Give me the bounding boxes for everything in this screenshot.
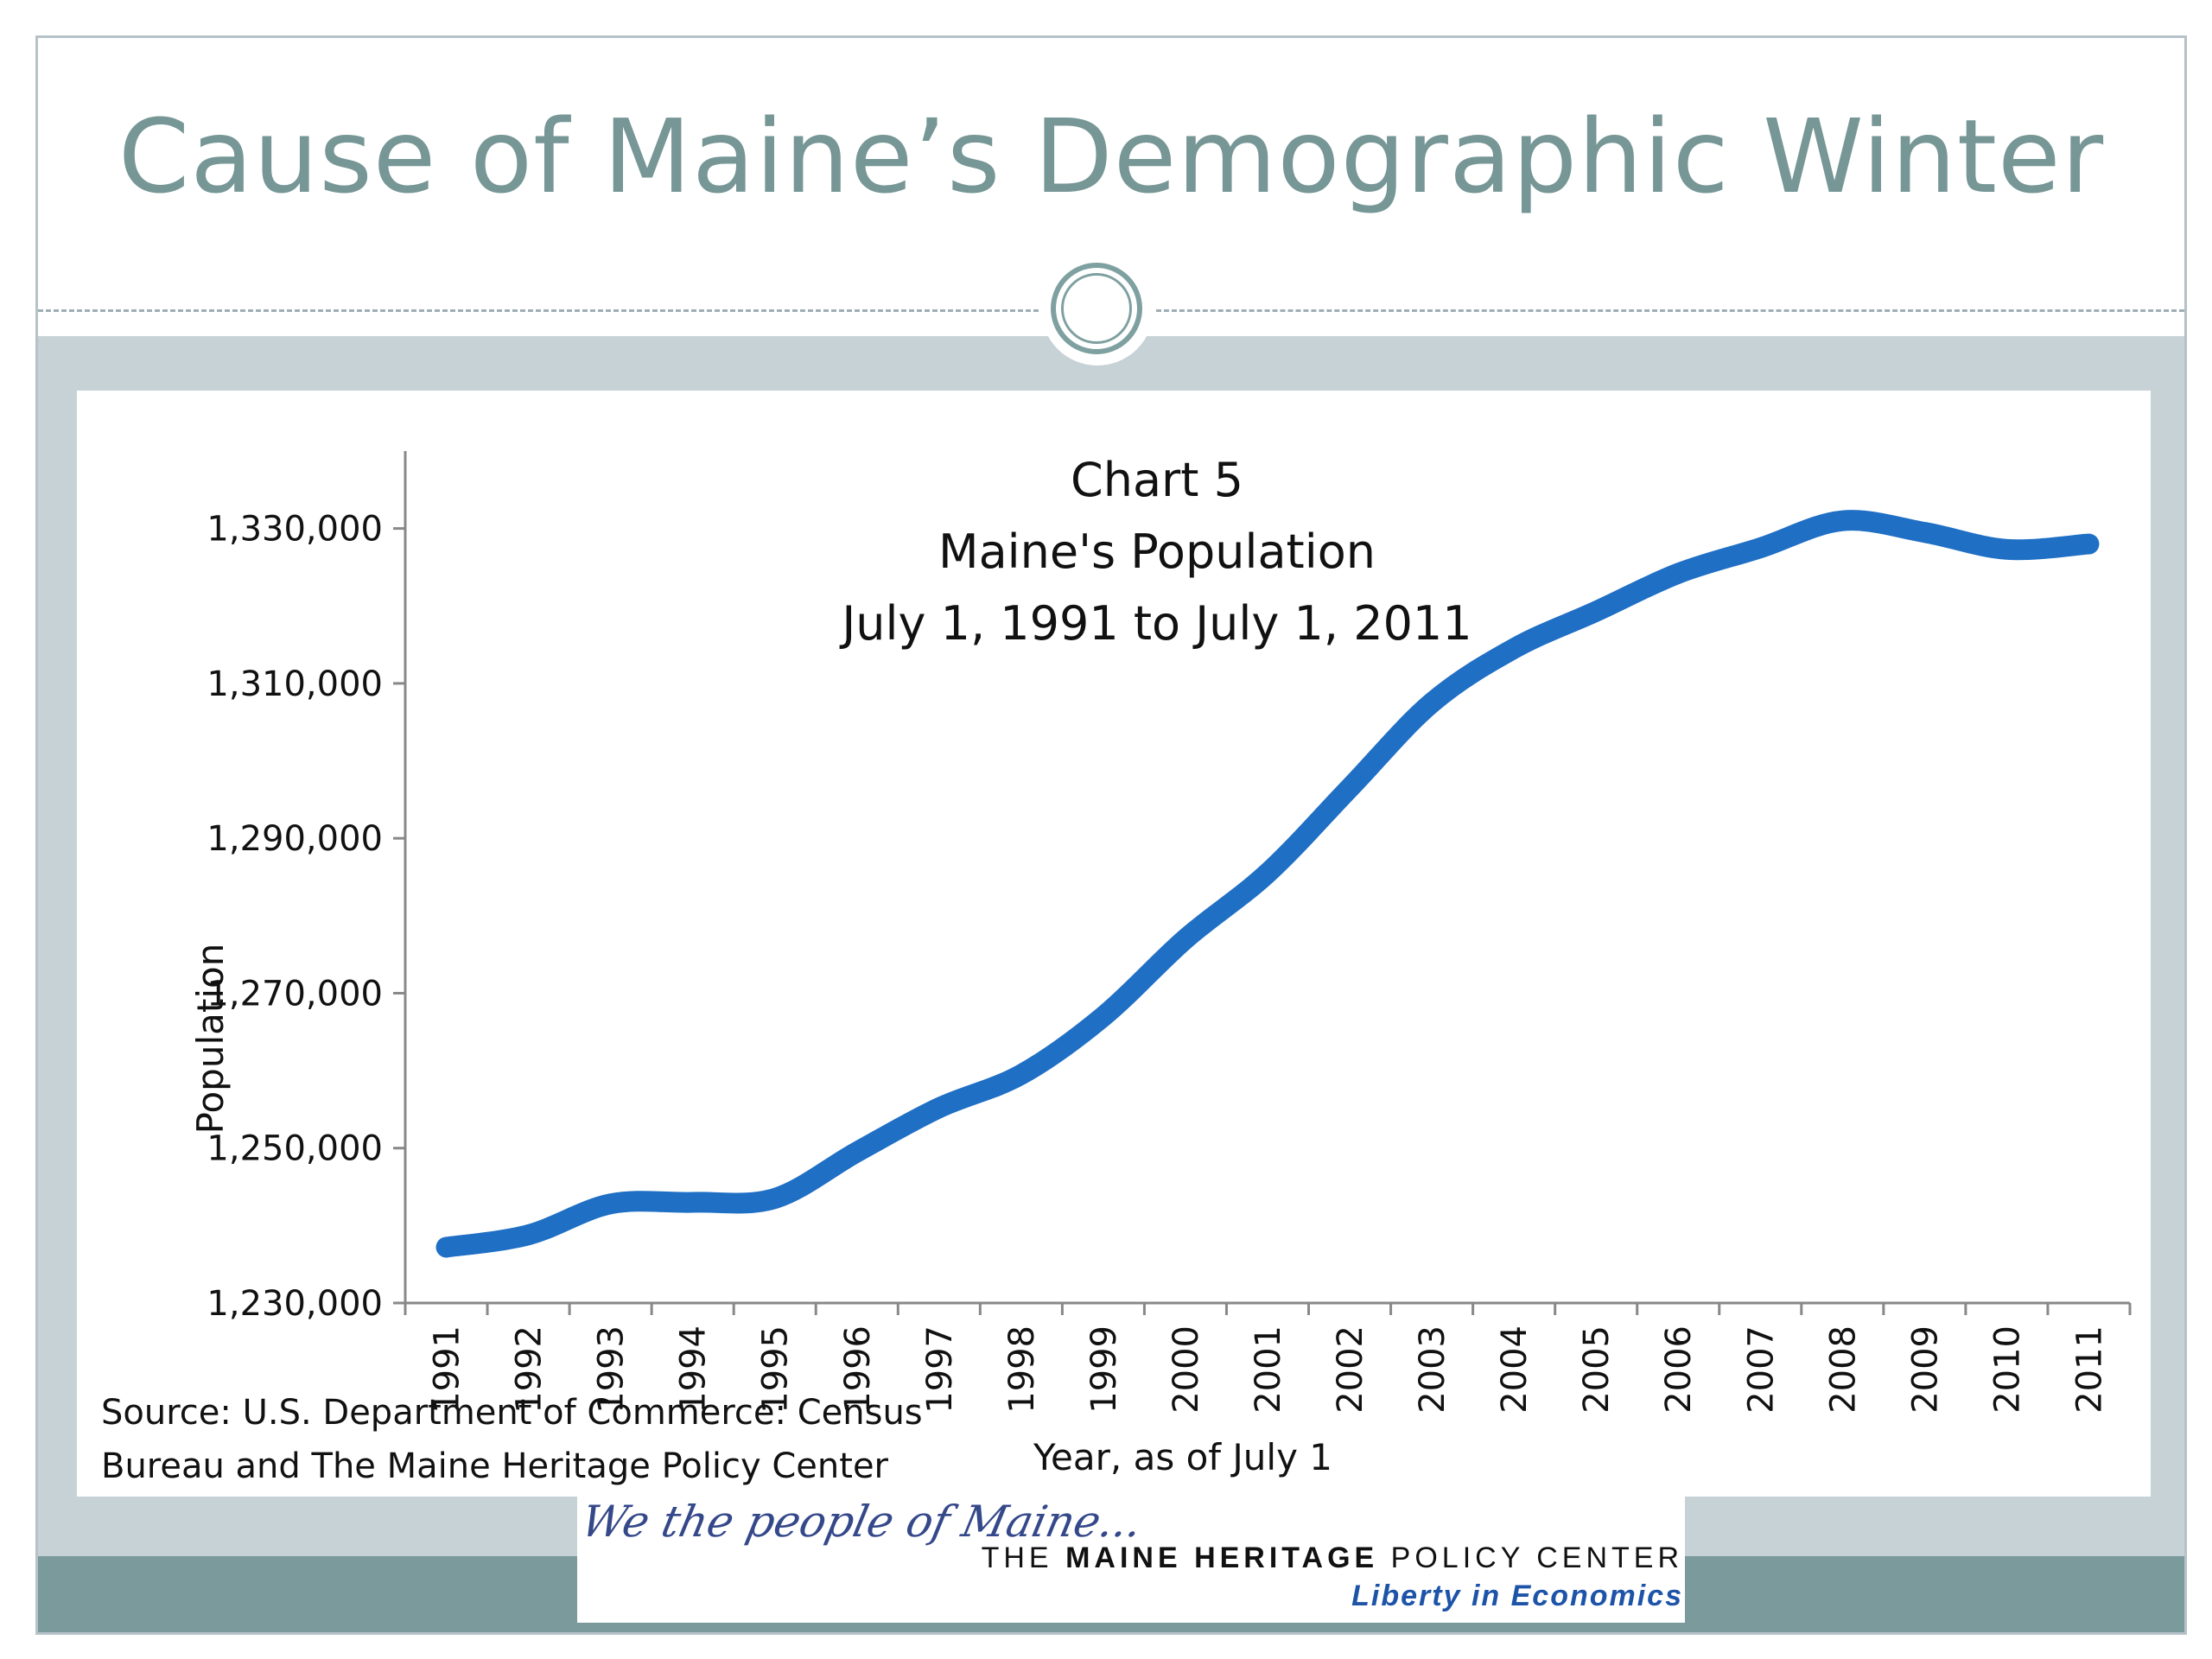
x-tick-label: 1996 [838,1325,878,1414]
circle-ornament-inner-ring [1061,273,1132,344]
x-tick-label: 2002 [1331,1325,1370,1414]
y-tick-label: 1,270,000 [207,974,383,1014]
chart-title: Chart 5 Maine's Population July 1, 1991 … [725,444,1589,659]
x-tick-label: 2000 [1166,1325,1206,1414]
x-tick-label: 1999 [1084,1325,1124,1414]
x-axis-label: Year, as of July 1 [1033,1436,1333,1478]
x-tick-label: 2011 [2069,1325,2109,1414]
logo-script-text: We the people of Maine... [576,1497,1147,1547]
y-tick-label: 1,250,000 [207,1129,383,1169]
logo-organization-name: THE MAINE HERITAGE POLICY CENTER [982,1541,1683,1575]
x-tick-label: 1991 [428,1325,467,1414]
chart-series [435,510,2100,1258]
x-tick-label: 2009 [1905,1325,1945,1414]
x-tick-label: 1995 [756,1325,796,1414]
x-axis-ticks: 1991 1992 1993 1994 1995 1996 1997 1998 1999 2000… [404,1303,2132,1414]
x-tick-label: 2010 [1987,1325,2027,1414]
chart-panel: 1,230,000 1,250,000 1,270,000 1,290,000 1,31… [77,391,2151,1497]
source-note-line-1: Source: U.S. Department of Commerce: Cen… [101,1393,923,1433]
x-tick-label: 2001 [1249,1325,1288,1414]
y-axis-label: Population [189,943,232,1135]
logo-name-suffix: POLICY CENTER [1378,1541,1683,1574]
slide: Cause of Maine’s Demographic Winter 1,23… [35,35,2187,1635]
header-divider-left [38,309,1039,312]
x-tick-label: 1998 [1002,1325,1042,1414]
y-tick-label: 1,310,000 [207,664,383,704]
logo-name-prefix: THE [981,1541,1066,1574]
header-divider-right [1156,309,2184,312]
x-tick-label: 2003 [1413,1325,1452,1414]
y-tick-label: 1,230,000 [207,1284,383,1324]
y-tick-label: 1,330,000 [207,510,383,550]
source-note: Source: U.S. Department of Commerce: Cen… [101,1386,965,1493]
x-tick-label: 2007 [1741,1325,1781,1414]
y-axis-ticks: 1,230,000 1,250,000 1,270,000 1,290,000 1,31… [207,510,405,1324]
population-series-line [435,510,2100,1258]
y-tick-label: 1,290,000 [207,819,383,859]
chart-title-line-2: Maine's Population [938,524,1376,579]
x-tick-label: 1993 [592,1325,632,1414]
x-tick-label: 2004 [1495,1325,1535,1414]
source-note-line-2: Bureau and The Maine Heritage Policy Cen… [101,1446,888,1486]
logo-tagline: Liberty in Economics [1351,1580,1683,1612]
logo-name-bold: MAINE HERITAGE [1065,1541,1379,1574]
x-tick-label: 1992 [510,1325,550,1414]
heritage-logo: We the people of Maine... THE MAINE HERI… [577,1497,1685,1623]
slide-title: Cause of Maine’s Demographic Winter [118,97,2105,216]
chart-title-line-1: Chart 5 [1071,453,1243,507]
chart-title-line-3: July 1, 1991 to July 1, 2011 [842,596,1472,651]
population-line-chart: 1,230,000 1,250,000 1,270,000 1,290,000 1,31… [207,451,2132,1414]
x-tick-label: 2005 [1577,1325,1617,1414]
x-tick-label: 1994 [674,1325,714,1414]
x-tick-label: 2008 [1823,1325,1863,1414]
x-tick-label: 1997 [920,1325,960,1414]
chart-axes [404,451,2130,1305]
x-tick-label: 2006 [1659,1325,1699,1414]
